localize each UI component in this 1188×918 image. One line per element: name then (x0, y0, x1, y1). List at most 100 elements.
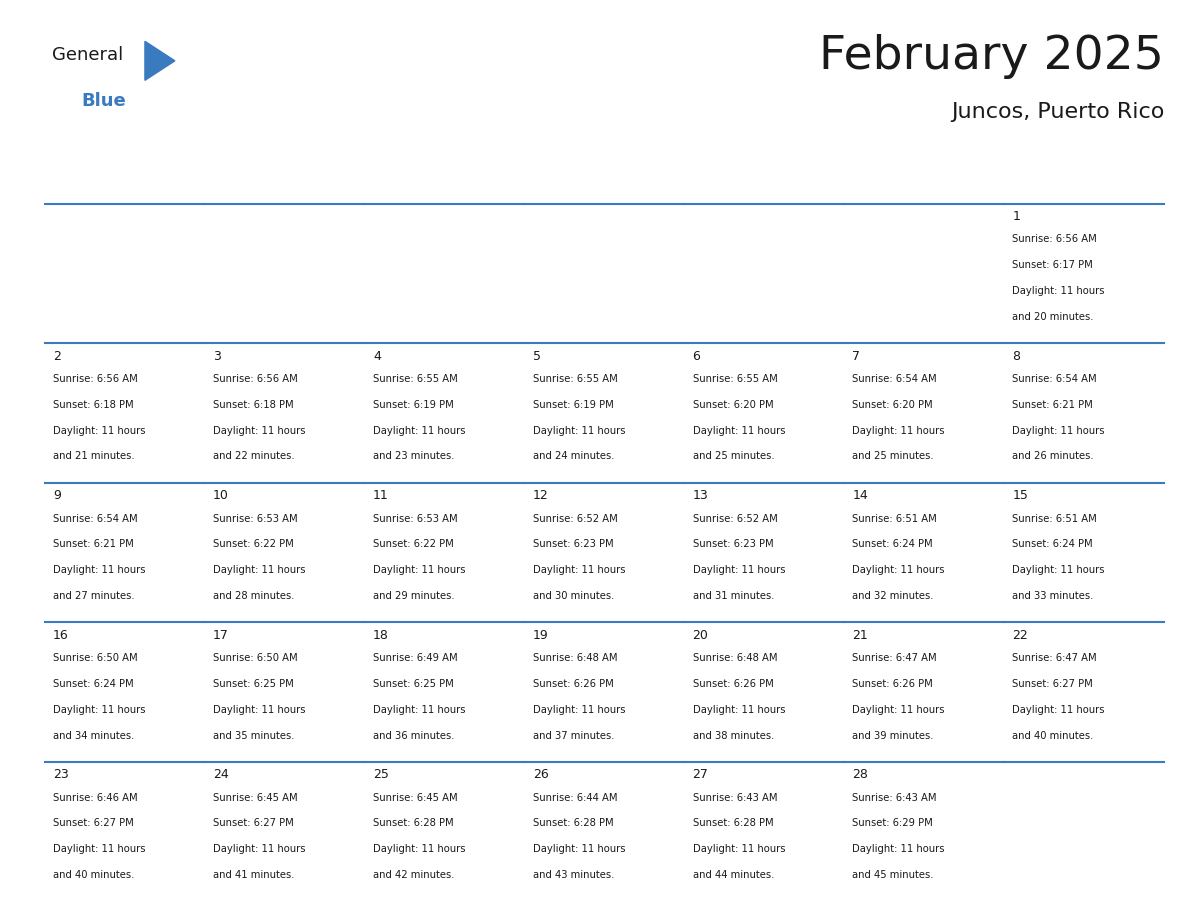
Text: Sunset: 6:22 PM: Sunset: 6:22 PM (213, 540, 293, 549)
Text: 6: 6 (693, 350, 701, 363)
Text: 17: 17 (213, 629, 229, 642)
Text: Sunrise: 6:43 AM: Sunrise: 6:43 AM (693, 792, 777, 802)
Text: Juncos, Puerto Rico: Juncos, Puerto Rico (950, 102, 1164, 122)
Text: and 41 minutes.: and 41 minutes. (213, 870, 295, 880)
Text: and 25 minutes.: and 25 minutes. (693, 452, 775, 462)
Text: Sunrise: 6:55 AM: Sunrise: 6:55 AM (532, 374, 618, 384)
Text: Sunrise: 6:49 AM: Sunrise: 6:49 AM (373, 653, 457, 663)
Text: 18: 18 (373, 629, 388, 642)
Text: 19: 19 (532, 629, 549, 642)
Text: Daylight: 11 hours: Daylight: 11 hours (853, 426, 944, 436)
Text: 1: 1 (1012, 210, 1020, 223)
Text: Sunrise: 6:46 AM: Sunrise: 6:46 AM (53, 792, 138, 802)
Text: 9: 9 (53, 489, 61, 502)
Text: and 44 minutes.: and 44 minutes. (693, 870, 775, 880)
Text: Sunrise: 6:45 AM: Sunrise: 6:45 AM (373, 792, 457, 802)
Text: 10: 10 (213, 489, 229, 502)
Text: 12: 12 (532, 489, 549, 502)
Text: Sunset: 6:20 PM: Sunset: 6:20 PM (853, 400, 933, 409)
Text: Sunset: 6:19 PM: Sunset: 6:19 PM (532, 400, 613, 409)
Text: 20: 20 (693, 629, 708, 642)
Text: and 26 minutes.: and 26 minutes. (1012, 452, 1094, 462)
Text: Sunrise: 6:56 AM: Sunrise: 6:56 AM (1012, 234, 1097, 244)
Text: Daylight: 11 hours: Daylight: 11 hours (53, 426, 146, 436)
Text: 26: 26 (532, 768, 549, 781)
Text: Sunset: 6:27 PM: Sunset: 6:27 PM (53, 819, 134, 828)
Text: and 27 minutes.: and 27 minutes. (53, 591, 134, 601)
Text: Sunset: 6:25 PM: Sunset: 6:25 PM (213, 679, 293, 688)
Text: and 37 minutes.: and 37 minutes. (532, 731, 614, 741)
Text: Daylight: 11 hours: Daylight: 11 hours (213, 705, 305, 715)
Text: Sunset: 6:21 PM: Sunset: 6:21 PM (53, 540, 134, 549)
Text: Sunset: 6:25 PM: Sunset: 6:25 PM (373, 679, 454, 688)
Text: Sunrise: 6:54 AM: Sunrise: 6:54 AM (53, 513, 138, 523)
Text: and 32 minutes.: and 32 minutes. (853, 591, 934, 601)
Text: and 34 minutes.: and 34 minutes. (53, 731, 134, 741)
Text: 8: 8 (1012, 350, 1020, 363)
Text: and 25 minutes.: and 25 minutes. (853, 452, 934, 462)
Text: Sunrise: 6:51 AM: Sunrise: 6:51 AM (853, 513, 937, 523)
Text: Sunset: 6:28 PM: Sunset: 6:28 PM (532, 819, 613, 828)
Text: Sunrise: 6:47 AM: Sunrise: 6:47 AM (1012, 653, 1097, 663)
Text: Sunset: 6:17 PM: Sunset: 6:17 PM (1012, 261, 1093, 270)
Text: Daylight: 11 hours: Daylight: 11 hours (373, 565, 466, 576)
Text: Daylight: 11 hours: Daylight: 11 hours (1012, 426, 1105, 436)
Text: and 42 minutes.: and 42 minutes. (373, 870, 454, 880)
Text: Sunset: 6:27 PM: Sunset: 6:27 PM (1012, 679, 1093, 688)
Text: 4: 4 (373, 350, 381, 363)
Text: Daylight: 11 hours: Daylight: 11 hours (53, 705, 146, 715)
Text: Sunset: 6:19 PM: Sunset: 6:19 PM (373, 400, 454, 409)
Text: Tuesday: Tuesday (374, 173, 435, 187)
Text: and 31 minutes.: and 31 minutes. (693, 591, 775, 601)
Text: Sunset: 6:26 PM: Sunset: 6:26 PM (532, 679, 613, 688)
Text: Sunset: 6:28 PM: Sunset: 6:28 PM (693, 819, 773, 828)
Polygon shape (145, 41, 175, 80)
Text: Daylight: 11 hours: Daylight: 11 hours (853, 845, 944, 855)
Text: and 30 minutes.: and 30 minutes. (532, 591, 614, 601)
Text: 28: 28 (853, 768, 868, 781)
Text: and 43 minutes.: and 43 minutes. (532, 870, 614, 880)
Text: Sunset: 6:21 PM: Sunset: 6:21 PM (1012, 400, 1093, 409)
Text: Daylight: 11 hours: Daylight: 11 hours (853, 705, 944, 715)
Text: 3: 3 (213, 350, 221, 363)
Text: Daylight: 11 hours: Daylight: 11 hours (532, 705, 625, 715)
Text: Blue: Blue (82, 92, 126, 110)
Text: Daylight: 11 hours: Daylight: 11 hours (1012, 705, 1105, 715)
Text: Sunrise: 6:52 AM: Sunrise: 6:52 AM (693, 513, 777, 523)
Text: Sunrise: 6:47 AM: Sunrise: 6:47 AM (853, 653, 937, 663)
Text: Sunrise: 6:50 AM: Sunrise: 6:50 AM (213, 653, 298, 663)
Text: Sunset: 6:18 PM: Sunset: 6:18 PM (213, 400, 293, 409)
Text: and 21 minutes.: and 21 minutes. (53, 452, 134, 462)
Text: and 33 minutes.: and 33 minutes. (1012, 591, 1094, 601)
Text: Daylight: 11 hours: Daylight: 11 hours (693, 565, 785, 576)
Text: Daylight: 11 hours: Daylight: 11 hours (373, 845, 466, 855)
Text: Sunday: Sunday (55, 173, 109, 187)
Text: Sunrise: 6:54 AM: Sunrise: 6:54 AM (853, 374, 937, 384)
Text: and 20 minutes.: and 20 minutes. (1012, 312, 1094, 322)
Text: and 35 minutes.: and 35 minutes. (213, 731, 295, 741)
Text: Daylight: 11 hours: Daylight: 11 hours (53, 845, 146, 855)
Text: 13: 13 (693, 489, 708, 502)
Text: Sunrise: 6:48 AM: Sunrise: 6:48 AM (693, 653, 777, 663)
Text: 22: 22 (1012, 629, 1028, 642)
Text: 2: 2 (53, 350, 61, 363)
Text: Daylight: 11 hours: Daylight: 11 hours (53, 565, 146, 576)
Text: Sunrise: 6:43 AM: Sunrise: 6:43 AM (853, 792, 937, 802)
Text: Sunrise: 6:55 AM: Sunrise: 6:55 AM (693, 374, 777, 384)
Text: Sunrise: 6:56 AM: Sunrise: 6:56 AM (213, 374, 298, 384)
Text: Daylight: 11 hours: Daylight: 11 hours (373, 705, 466, 715)
Text: Sunset: 6:24 PM: Sunset: 6:24 PM (1012, 540, 1093, 549)
Text: Daylight: 11 hours: Daylight: 11 hours (532, 565, 625, 576)
Text: Sunrise: 6:52 AM: Sunrise: 6:52 AM (532, 513, 618, 523)
Text: Daylight: 11 hours: Daylight: 11 hours (213, 565, 305, 576)
Text: Sunrise: 6:53 AM: Sunrise: 6:53 AM (213, 513, 298, 523)
Text: Sunrise: 6:56 AM: Sunrise: 6:56 AM (53, 374, 138, 384)
Text: Sunrise: 6:44 AM: Sunrise: 6:44 AM (532, 792, 618, 802)
Text: Sunset: 6:28 PM: Sunset: 6:28 PM (373, 819, 454, 828)
Text: Daylight: 11 hours: Daylight: 11 hours (1012, 565, 1105, 576)
Text: and 23 minutes.: and 23 minutes. (373, 452, 454, 462)
Text: and 39 minutes.: and 39 minutes. (853, 731, 934, 741)
Text: and 36 minutes.: and 36 minutes. (373, 731, 454, 741)
Text: Thursday: Thursday (694, 173, 763, 187)
Text: Daylight: 11 hours: Daylight: 11 hours (532, 426, 625, 436)
